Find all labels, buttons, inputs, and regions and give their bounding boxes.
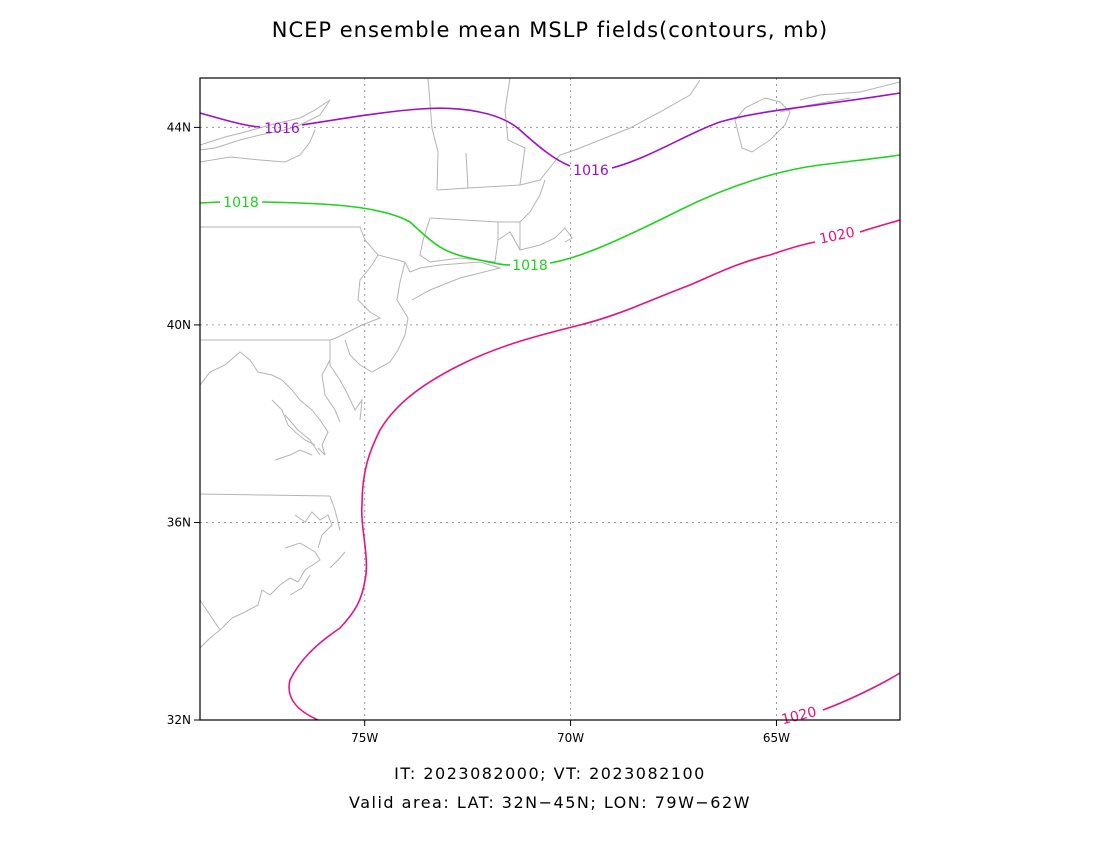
contour-line-1020-north [288,219,900,720]
contour-labels: 1016 1016 1018 1018 1020 1020 [223,121,856,728]
contour-label: 1016 [573,163,609,179]
axis-ticks [194,126,777,726]
lat-tick-label: 40N [167,318,191,332]
map-gridlines [200,78,900,720]
contour-label: 1016 [264,121,300,137]
lat-tick-label: 32N [167,713,191,727]
contour-line-1020-south [822,672,900,711]
coastline-borders [200,78,900,649]
lon-tick-label: 65W [763,731,790,745]
lat-tick-label: 36N [167,515,191,529]
lat-tick-label: 44N [167,120,191,134]
caption-valid-area: Valid area: LAT: 32N−45N; LON: 79W−62W [349,793,751,812]
plot-frame [199,77,901,721]
lon-tick-label: 75W [351,731,378,745]
contour-line-1016-west [200,92,900,169]
contour-label: 1020 [780,704,818,728]
contour-label: 1018 [512,258,548,274]
lon-tick-label: 70W [557,731,584,745]
axis-labels: 44N 40N 36N 32N 75W 70W 65W [167,120,790,745]
page-title: NCEP ensemble mean MSLP fields(contours,… [271,18,829,42]
contour-label: 1018 [223,195,259,211]
contour-label: 1020 [818,225,856,248]
contour-line-1018 [200,154,900,266]
contours [200,92,900,720]
caption-times: IT: 2023082000; VT: 2023082100 [394,764,706,783]
